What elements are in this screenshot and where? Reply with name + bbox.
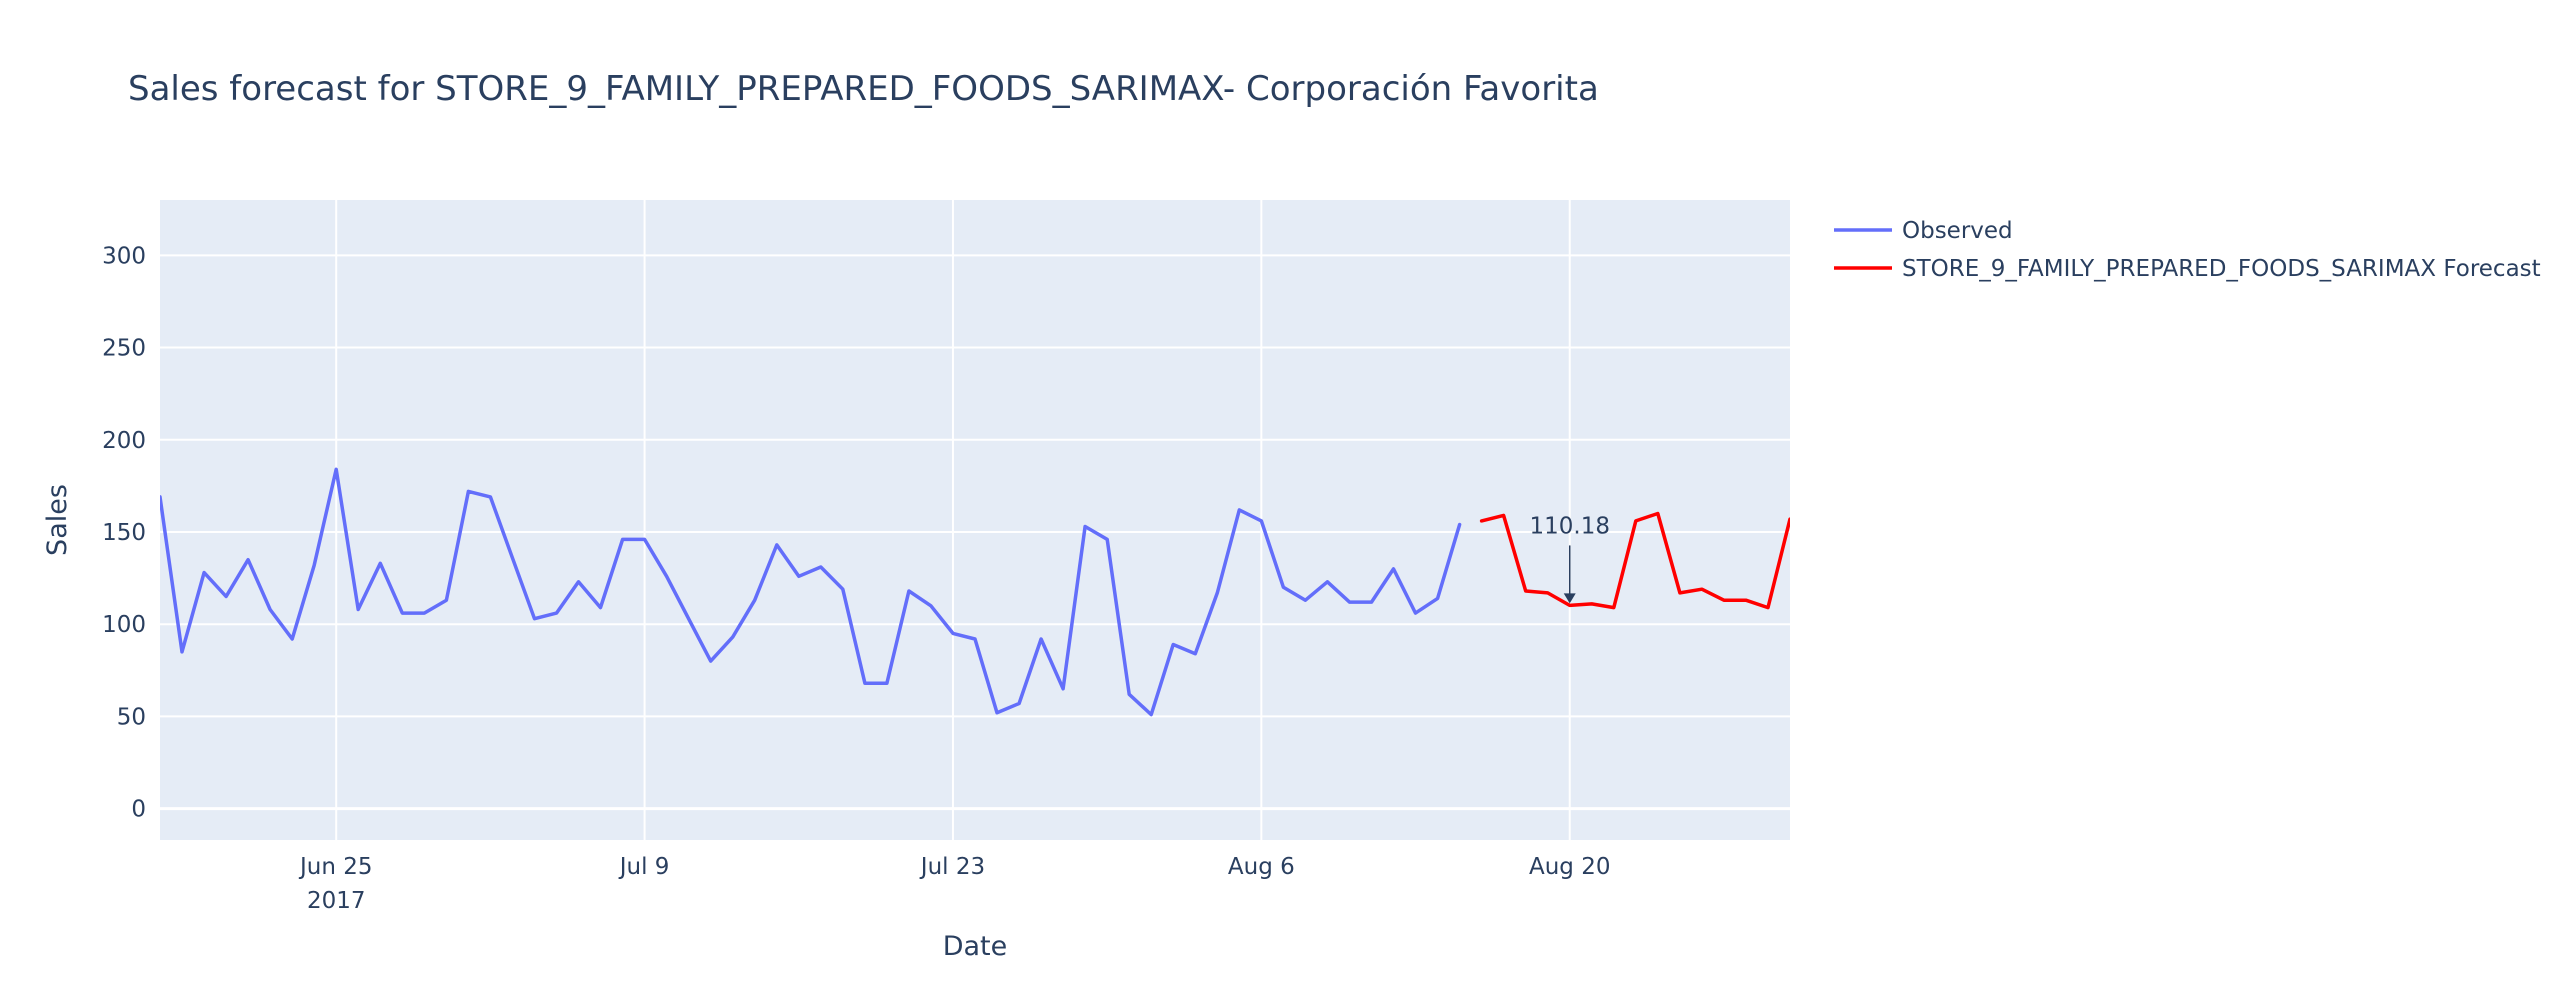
legend[interactable]: Observed STORE_9_FAMILY_PREPARED_FOODS_SA… <box>1834 218 2541 282</box>
y-tick-label: 200 <box>102 428 146 454</box>
x-tick-label: Jul 23 <box>919 854 985 880</box>
annotation-layer: 110.18 <box>1529 513 1610 604</box>
legend-label: Observed <box>1902 218 2013 244</box>
y-tick-label: 150 <box>102 520 146 546</box>
x-axis-ticks: Jun 25 2017 Jul 9 Jul 23 Aug 6 Aug 20 <box>298 854 1611 914</box>
x-tick-label: Aug 6 <box>1228 854 1295 880</box>
x-tick-label: Jul 9 <box>618 854 670 880</box>
y-tick-label: 0 <box>131 797 146 823</box>
observed-series-line[interactable] <box>160 467 1462 717</box>
y-tick-label: 100 <box>102 612 146 638</box>
legend-item-forecast[interactable]: STORE_9_FAMILY_PREPARED_FOODS_SARIMAX Fo… <box>1834 256 2541 282</box>
y-gridlines <box>160 254 1790 811</box>
y-axis-ticks: 0 50 100 150 200 250 300 <box>102 243 146 822</box>
chart-title: Sales forecast for STORE_9_FAMILY_PREPAR… <box>128 69 1599 109</box>
y-tick-label: 50 <box>117 704 146 730</box>
annotation-label: 110.18 <box>1529 513 1609 539</box>
y-tick-label: 300 <box>102 243 146 269</box>
legend-item-observed[interactable]: Observed <box>1834 218 2013 244</box>
y-axis-title: Sales <box>42 484 73 556</box>
series-layer <box>160 467 1790 717</box>
plot-area <box>160 200 1790 840</box>
x-axis-title: Date <box>943 931 1008 962</box>
y-tick-label: 250 <box>102 336 146 362</box>
x-tick-label: Jun 25 <box>298 854 373 880</box>
x-tick-sublabel: 2017 <box>307 888 366 914</box>
forecast-series-line[interactable] <box>1479 511 1790 610</box>
x-tick-label: Aug 20 <box>1529 854 1611 880</box>
legend-label: STORE_9_FAMILY_PREPARED_FOODS_SARIMAX Fo… <box>1902 256 2541 282</box>
annotation-arrowhead <box>1563 593 1576 604</box>
